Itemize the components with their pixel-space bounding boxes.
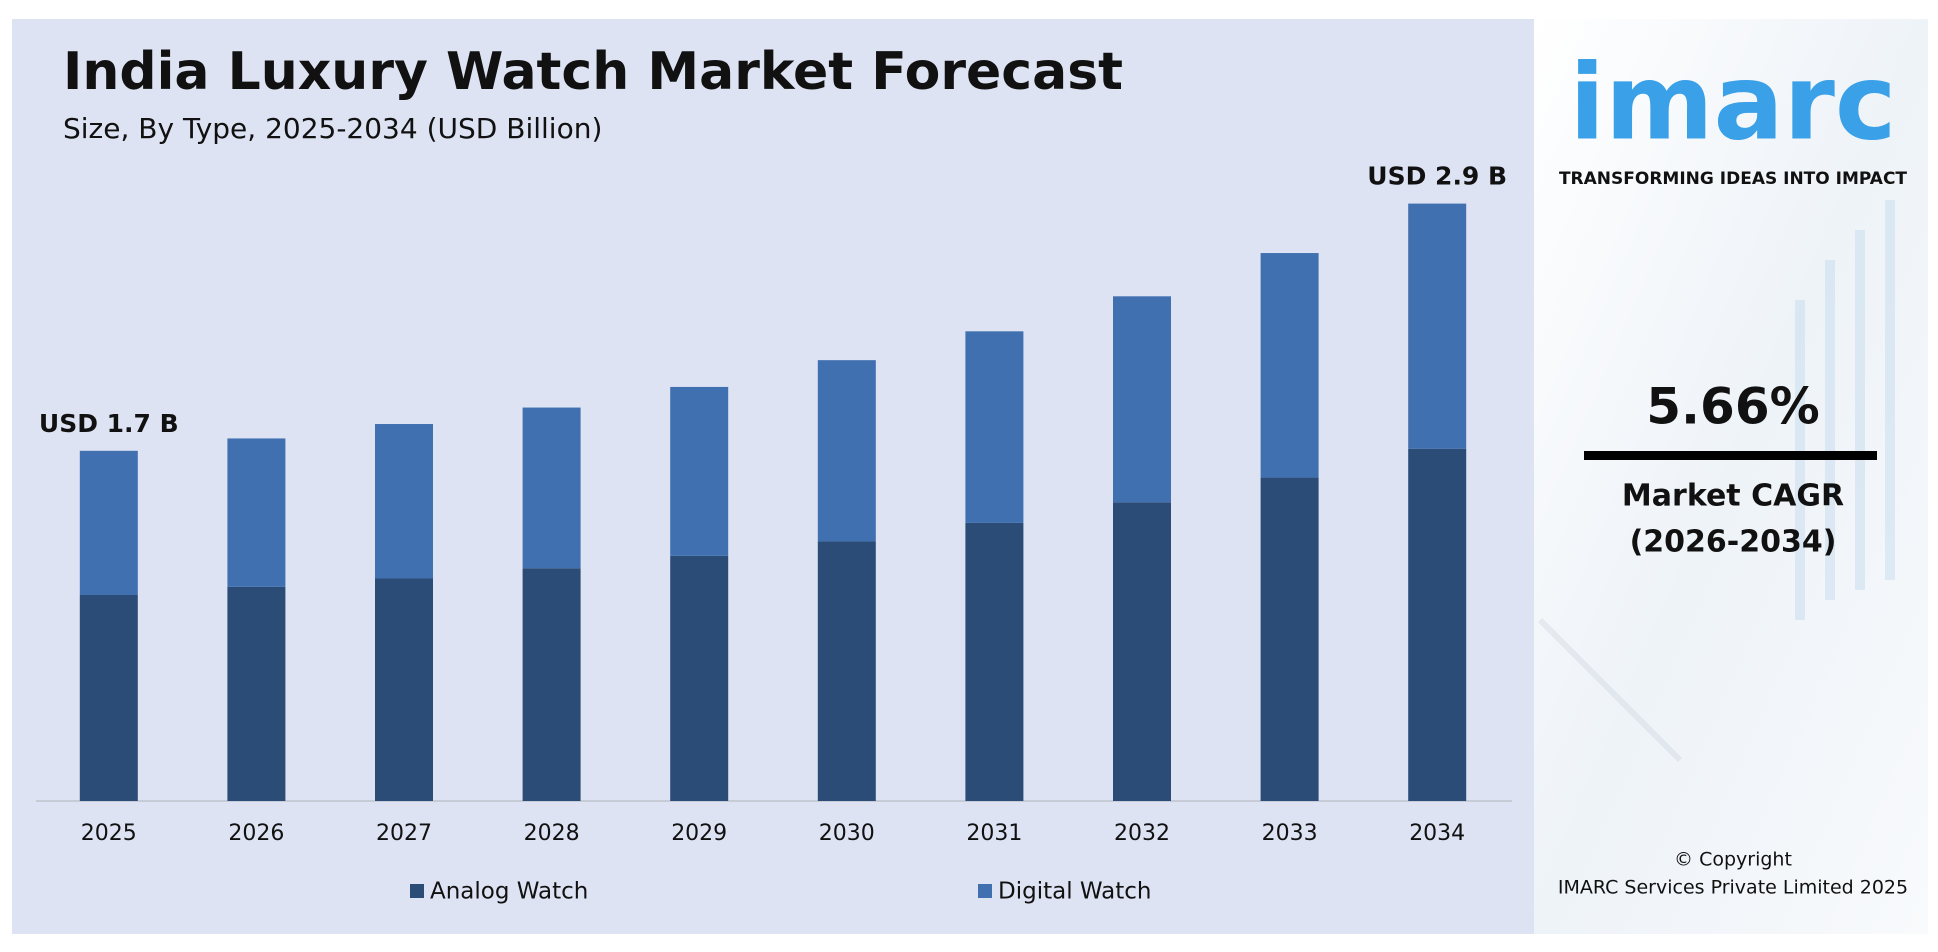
chart-subtitle: Size, By Type, 2025-2034 (USD Billion) [63,112,602,145]
bar-segment [375,578,433,801]
x-tick-label: 2025 [81,821,137,846]
bar-segment [79,595,138,801]
bar-segment [1113,296,1171,503]
x-tick-label: 2034 [1409,821,1465,846]
bar-segment [817,541,876,801]
tagline: TRANSFORMING IDEAS INTO IMPACT [1559,169,1907,189]
total-label: USD 2.9 B [1367,162,1507,191]
bar-segment [227,438,286,587]
x-tick-label: 2026 [228,821,284,846]
cagr-period: (2026-2034) [1630,525,1837,560]
legend-label: Digital Watch [998,879,1152,905]
legend-swatch [978,884,992,898]
sidebar-panel [1534,19,1928,934]
copyright: © Copyright [1674,849,1792,871]
legend-swatch [410,884,424,898]
bar-segment [1408,448,1467,801]
bar-segment [522,568,581,801]
cagr-label: Market CAGR [1622,479,1844,514]
bar-segment [79,450,138,595]
x-tick-label: 2027 [376,821,432,846]
bar-segment [1260,477,1319,801]
x-tick-label: 2031 [966,821,1022,846]
cagr-divider [1584,451,1877,460]
bar-segment [817,360,876,542]
bar-segment [227,586,286,801]
bar-segment [965,331,1024,523]
x-tick-label: 2033 [1262,821,1318,846]
x-tick-label: 2030 [819,821,875,846]
bar-segment [670,386,729,556]
bar-segment [522,407,581,569]
logo: imarc [1569,41,1896,163]
bar-segment [670,555,729,801]
bar-segment [375,424,433,579]
x-tick-label: 2032 [1114,821,1170,846]
cagr-value: 5.66% [1646,378,1819,436]
bar-segment [1260,253,1319,478]
chart-title: India Luxury Watch Market Forecast [63,42,1123,102]
legend-label: Analog Watch [430,879,588,905]
company: IMARC Services Private Limited 2025 [1558,877,1908,899]
bar-segment [1408,203,1467,449]
bar-segment [965,522,1024,801]
x-tick-label: 2029 [671,821,727,846]
bar-segment [1113,502,1171,801]
total-label: USD 1.7 B [39,409,179,438]
x-tick-label: 2028 [524,821,580,846]
